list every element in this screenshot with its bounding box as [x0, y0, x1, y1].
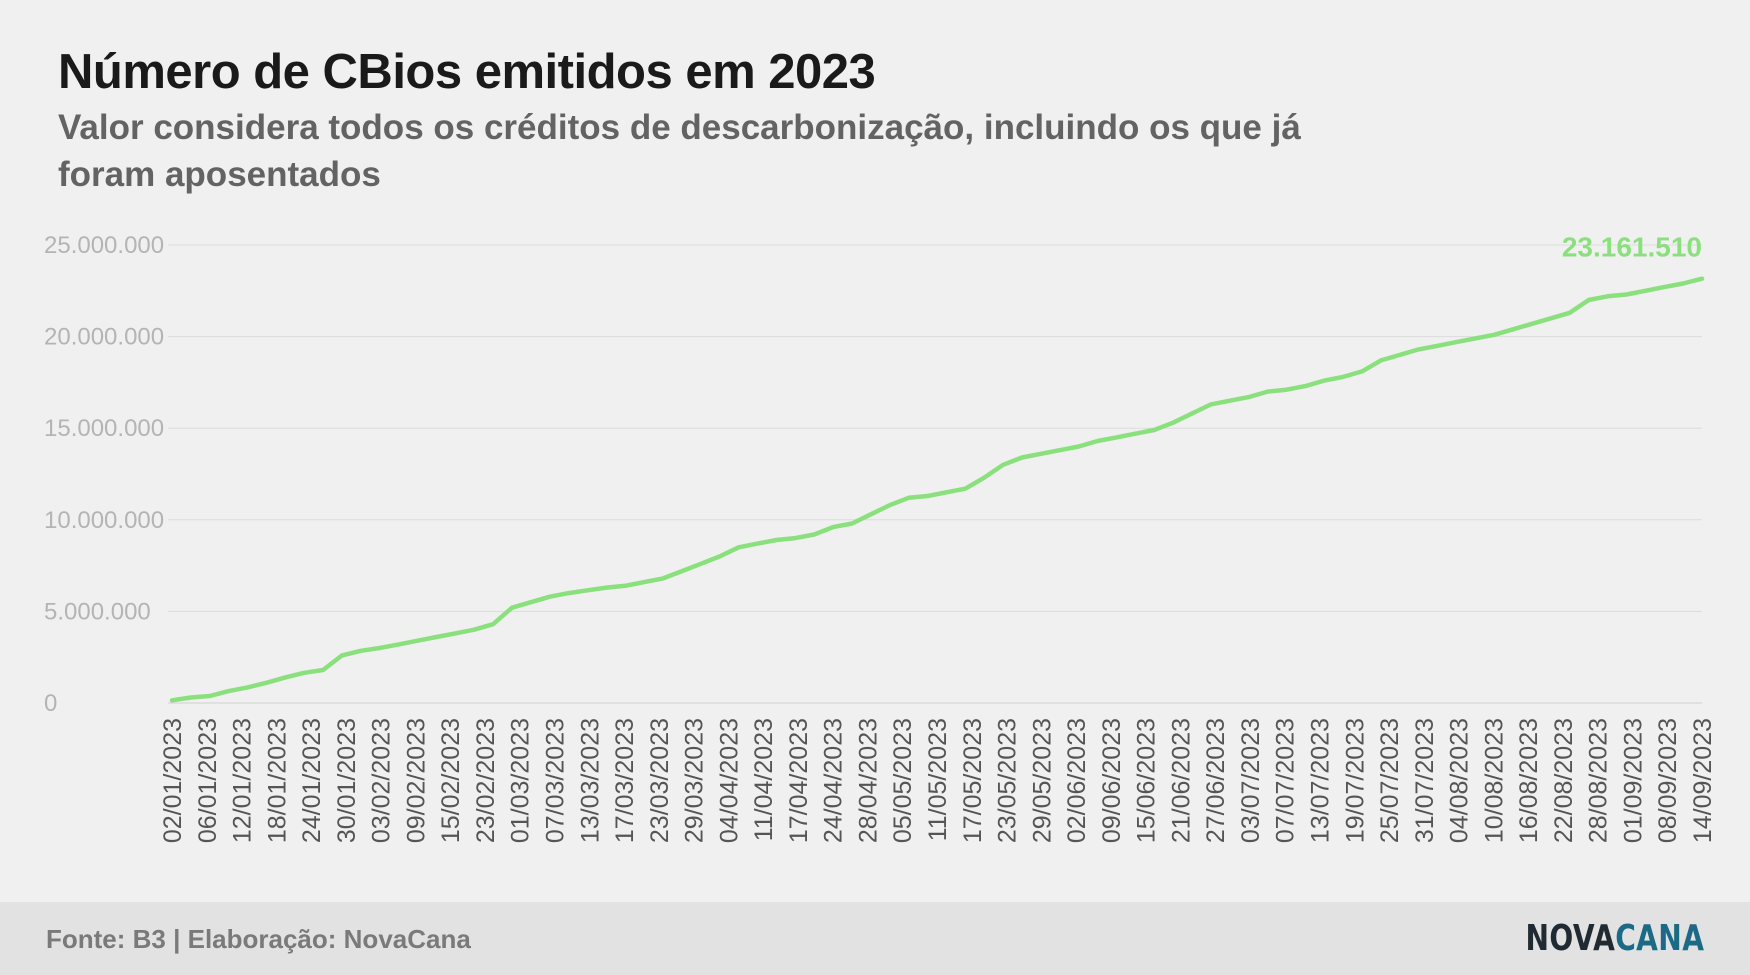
x-tick-label: 24/01/2023 [298, 718, 326, 843]
x-tick-label: 07/03/2023 [542, 718, 570, 843]
x-tick-label: 08/09/2023 [1654, 718, 1682, 843]
x-tick-label: 21/06/2023 [1167, 718, 1195, 843]
y-tick-label: 25.000.000 [44, 232, 164, 259]
x-tick-label: 05/05/2023 [889, 718, 917, 843]
x-tick-label: 31/07/2023 [1411, 718, 1439, 843]
x-tick-label: 25/07/2023 [1376, 718, 1404, 843]
x-tick-label: 13/07/2023 [1307, 718, 1335, 843]
series-layer [169, 276, 1705, 703]
x-tick-label: 02/01/2023 [159, 718, 187, 843]
x-tick-label: 17/04/2023 [785, 718, 813, 843]
logo-part-cana: CANA [1614, 918, 1704, 959]
novacana-logo: NOVACANA [1525, 918, 1704, 959]
line-chart: 0 5.000.000 10.000.000 15.000.000 20.000.000… [44, 232, 1717, 843]
x-tick-label: 24/04/2023 [820, 718, 848, 843]
x-tick-label: 15/02/2023 [437, 718, 465, 843]
y-tick-label: 15.000.000 [44, 415, 164, 442]
x-tick-label: 23/03/2023 [646, 718, 674, 843]
gridlines [168, 244, 1702, 704]
x-tick-label: 30/01/2023 [333, 718, 361, 843]
x-tick-label: 16/08/2023 [1515, 718, 1543, 843]
x-tick-label: 02/06/2023 [1063, 718, 1091, 843]
x-tick-label: 29/05/2023 [1028, 718, 1056, 843]
x-tick-label: 03/02/2023 [368, 718, 396, 843]
x-tick-label: 17/03/2023 [611, 718, 639, 843]
x-tick-label: 15/06/2023 [1133, 718, 1161, 843]
x-tick-label: 04/04/2023 [715, 718, 743, 843]
x-tick-label: 27/06/2023 [1202, 718, 1230, 843]
y-tick-label: 5.000.000 [44, 598, 151, 625]
source-note: Fonte: B3 | Elaboração: NovaCana [46, 924, 471, 954]
footer-bar: Fonte: B3 | Elaboração: NovaCana NOVACAN… [0, 902, 1750, 975]
x-tick-label: 18/01/2023 [263, 718, 291, 843]
y-tick-label: 0 [44, 690, 57, 717]
series-line [169, 276, 1705, 703]
x-tick-label: 28/04/2023 [854, 718, 882, 843]
x-tick-label: 19/07/2023 [1341, 718, 1369, 843]
data-label-layer: 23.161.510 [1562, 232, 1702, 263]
x-tick-label: 01/03/2023 [507, 718, 535, 843]
x-tick-label: 11/04/2023 [750, 718, 778, 841]
x-tick-label: 22/08/2023 [1550, 718, 1578, 843]
x-tick-label: 13/03/2023 [576, 718, 604, 843]
chart-subtitle: Valor considera todos os créditos de des… [58, 108, 1301, 194]
x-tick-label: 06/01/2023 [194, 718, 222, 843]
x-tick-label: 09/02/2023 [402, 718, 430, 843]
x-tick-label: 04/08/2023 [1446, 718, 1474, 843]
last-value-label: 23.161.510 [1562, 232, 1702, 263]
x-tick-label: 01/09/2023 [1619, 718, 1647, 843]
x-tick-label: 10/08/2023 [1480, 718, 1508, 843]
x-tick-label: 07/07/2023 [1272, 718, 1300, 843]
x-tick-label: 28/08/2023 [1585, 718, 1613, 843]
x-tick-label: 11/05/2023 [924, 718, 952, 841]
y-axis-ticks: 0 5.000.000 10.000.000 15.000.000 20.000.000… [44, 232, 164, 717]
chart-title: Número de CBios emitidos em 2023 [58, 45, 876, 99]
x-tick-label: 29/03/2023 [681, 718, 709, 843]
x-tick-label: 03/07/2023 [1237, 718, 1265, 843]
y-tick-label: 20.000.000 [44, 324, 164, 351]
x-tick-label: 23/05/2023 [994, 718, 1022, 843]
x-tick-label: 23/02/2023 [472, 718, 500, 843]
y-tick-label: 10.000.000 [44, 507, 164, 534]
x-axis-ticks: 02/01/2023 06/01/2023 12/01/2023 18/01/2023… [159, 718, 1717, 843]
logo-part-nova: NOVA [1525, 918, 1615, 959]
x-tick-label: 17/05/2023 [959, 718, 987, 843]
x-tick-label: 12/01/2023 [229, 718, 257, 843]
x-tick-label: 14/09/2023 [1689, 718, 1717, 843]
x-tick-label: 09/06/2023 [1098, 718, 1126, 843]
